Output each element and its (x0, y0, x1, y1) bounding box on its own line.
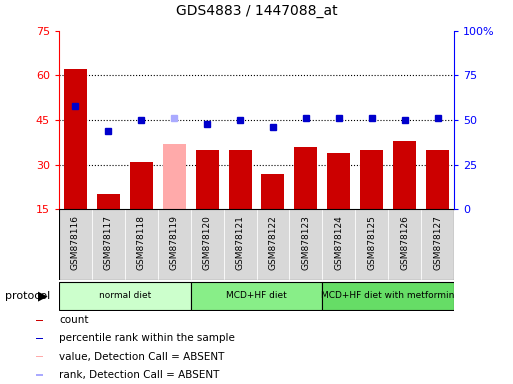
Text: MCD+HF diet: MCD+HF diet (226, 291, 287, 300)
Text: GSM878126: GSM878126 (400, 215, 409, 270)
Bar (158, 209, 191, 280)
Text: ▶: ▶ (38, 289, 48, 302)
Bar (130, 162, 153, 209)
Bar (36, 356, 43, 357)
Bar (289, 209, 322, 280)
Text: GSM878125: GSM878125 (367, 215, 376, 270)
Bar (36, 338, 43, 339)
Bar (36, 319, 43, 321)
Text: normal diet: normal diet (98, 291, 151, 300)
Text: GSM878124: GSM878124 (334, 215, 343, 270)
Bar (426, 150, 449, 209)
Bar (125, 209, 158, 280)
Bar (97, 194, 120, 209)
Text: MCD+HF diet with metformin: MCD+HF diet with metformin (322, 291, 455, 300)
Bar (327, 153, 350, 209)
Bar (421, 209, 454, 280)
Bar (355, 209, 388, 280)
Text: rank, Detection Call = ABSENT: rank, Detection Call = ABSENT (59, 370, 220, 380)
Text: GSM878119: GSM878119 (170, 215, 179, 270)
Text: GSM878121: GSM878121 (235, 215, 245, 270)
Bar (228, 150, 251, 209)
Bar (195, 150, 219, 209)
Bar (191, 209, 224, 280)
Text: percentile rank within the sample: percentile rank within the sample (59, 333, 235, 343)
Bar (388, 209, 421, 280)
Text: GSM878117: GSM878117 (104, 215, 113, 270)
Bar (294, 147, 318, 209)
Bar (92, 209, 125, 280)
Bar (59, 209, 92, 280)
Bar (256, 209, 289, 280)
Text: GSM878122: GSM878122 (268, 215, 278, 270)
Bar (360, 150, 383, 209)
Text: GSM878127: GSM878127 (433, 215, 442, 270)
Bar (322, 209, 355, 280)
Text: protocol: protocol (5, 291, 50, 301)
Text: GSM878118: GSM878118 (137, 215, 146, 270)
Bar (59, 282, 191, 310)
Bar (163, 144, 186, 209)
Text: GSM878123: GSM878123 (301, 215, 310, 270)
Bar (322, 282, 454, 310)
Bar (224, 209, 256, 280)
Text: value, Detection Call = ABSENT: value, Detection Call = ABSENT (59, 352, 224, 362)
Text: count: count (59, 315, 89, 325)
Bar (36, 374, 43, 376)
Text: GSM878120: GSM878120 (203, 215, 212, 270)
Text: GSM878116: GSM878116 (71, 215, 80, 270)
Bar (393, 141, 416, 209)
Bar (191, 282, 322, 310)
Text: GDS4883 / 1447088_at: GDS4883 / 1447088_at (175, 4, 338, 18)
Bar (64, 70, 87, 209)
Bar (262, 174, 285, 209)
